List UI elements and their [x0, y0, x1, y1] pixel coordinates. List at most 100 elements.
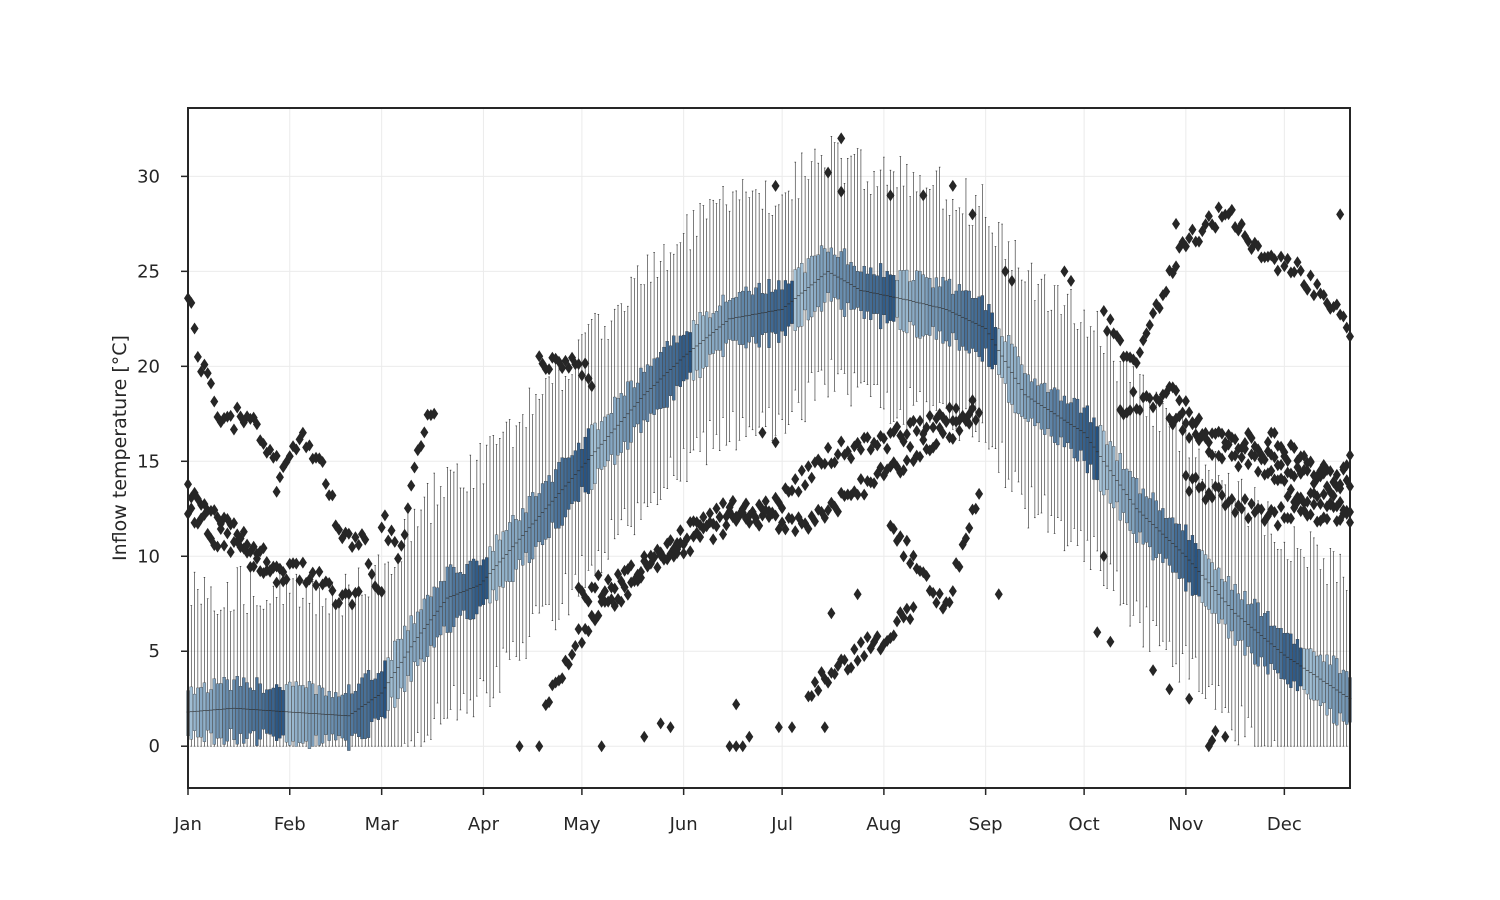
- box-day: [1256, 500, 1260, 747]
- box-iqr: [1174, 523, 1178, 573]
- box-iqr: [524, 512, 528, 553]
- box-day: [1289, 561, 1293, 747]
- box-series: [186, 136, 1352, 751]
- box-iqr: [780, 289, 784, 332]
- flier-marker: [925, 409, 934, 422]
- box-day: [688, 249, 692, 453]
- box-iqr: [750, 294, 755, 337]
- flier-marker: [856, 636, 865, 649]
- box-iqr: [494, 534, 499, 601]
- box-iqr: [928, 278, 932, 336]
- flier-marker: [932, 437, 941, 450]
- box-iqr: [593, 422, 597, 484]
- flier-marker: [564, 658, 573, 671]
- box-iqr: [846, 264, 850, 304]
- box-iqr: [705, 311, 709, 367]
- box-iqr: [655, 357, 660, 410]
- box-day: [357, 567, 361, 747]
- box-iqr: [613, 396, 617, 465]
- box-day: [833, 142, 837, 392]
- flier-marker: [1303, 509, 1312, 522]
- box-day: [882, 156, 886, 410]
- box-day: [678, 242, 682, 482]
- flier-marker: [1240, 493, 1249, 506]
- flier-marker: [807, 689, 816, 702]
- box-iqr: [1000, 336, 1004, 378]
- flier-marker: [577, 636, 586, 649]
- box-iqr: [1075, 398, 1080, 462]
- flier-marker: [262, 555, 271, 568]
- flier-marker: [1132, 356, 1141, 369]
- flier-marker: [203, 367, 212, 380]
- flier-marker: [955, 424, 964, 437]
- box-day: [856, 148, 860, 388]
- flier-marker: [899, 550, 908, 563]
- flier-marker: [824, 441, 833, 454]
- flier-marker: [403, 502, 412, 515]
- box-iqr: [389, 660, 394, 698]
- box-iqr: [373, 678, 377, 719]
- flier-marker: [1267, 464, 1276, 477]
- box-iqr: [560, 457, 564, 526]
- flier-marker: [1303, 464, 1312, 477]
- box-day: [432, 472, 436, 719]
- flier-marker: [226, 546, 235, 559]
- flier-marker: [1319, 467, 1328, 480]
- box-iqr: [1230, 589, 1234, 632]
- flier-marker: [666, 721, 675, 734]
- flier-marker: [430, 407, 439, 420]
- box-iqr: [412, 623, 417, 663]
- box-day: [360, 594, 364, 747]
- box-day: [235, 567, 239, 747]
- box-day: [796, 198, 801, 403]
- box-day: [1295, 548, 1300, 747]
- flier-marker: [1217, 452, 1226, 465]
- box-day: [586, 324, 591, 571]
- box-day: [869, 194, 873, 397]
- box-iqr: [485, 557, 489, 600]
- box-day: [1105, 334, 1109, 589]
- box-iqr: [517, 520, 522, 560]
- box-iqr: [721, 294, 725, 357]
- box-iqr: [724, 301, 728, 344]
- box-iqr: [596, 429, 600, 469]
- x-tick-label: Mar: [365, 814, 400, 835]
- flier-marker: [1270, 253, 1279, 266]
- flier-marker: [1185, 485, 1194, 498]
- box-iqr: [842, 248, 847, 317]
- box-day: [1259, 505, 1263, 747]
- flier-marker: [771, 436, 780, 449]
- box-iqr: [1292, 643, 1296, 682]
- flier-marker: [804, 522, 813, 535]
- box-day: [563, 376, 568, 575]
- box-iqr: [278, 687, 282, 739]
- box-iqr: [1098, 425, 1103, 492]
- flier-marker: [394, 552, 403, 565]
- box-iqr: [534, 496, 538, 547]
- flier-marker: [1178, 424, 1187, 437]
- flier-marker: [771, 509, 780, 522]
- flier-marker: [200, 358, 209, 371]
- box-day: [465, 491, 469, 714]
- box-iqr: [1187, 540, 1191, 583]
- box-iqr: [836, 257, 840, 300]
- box-iqr: [514, 519, 518, 570]
- box-iqr: [206, 692, 210, 731]
- flier-marker: [1329, 476, 1338, 489]
- flier-marker: [1257, 453, 1266, 466]
- box-day: [1161, 403, 1165, 642]
- box-day: [252, 596, 256, 747]
- box-iqr: [307, 681, 312, 749]
- box-iqr: [1200, 550, 1204, 603]
- box-day: [695, 235, 699, 438]
- flier-marker: [210, 395, 219, 408]
- flier-marker: [249, 560, 258, 573]
- box-day: [261, 608, 266, 747]
- box-day: [540, 394, 545, 607]
- box-iqr: [1282, 632, 1286, 680]
- box-day: [750, 190, 755, 431]
- box-iqr: [777, 280, 781, 343]
- box-iqr: [911, 280, 916, 326]
- box-iqr: [997, 328, 1001, 375]
- flier-marker: [935, 587, 944, 600]
